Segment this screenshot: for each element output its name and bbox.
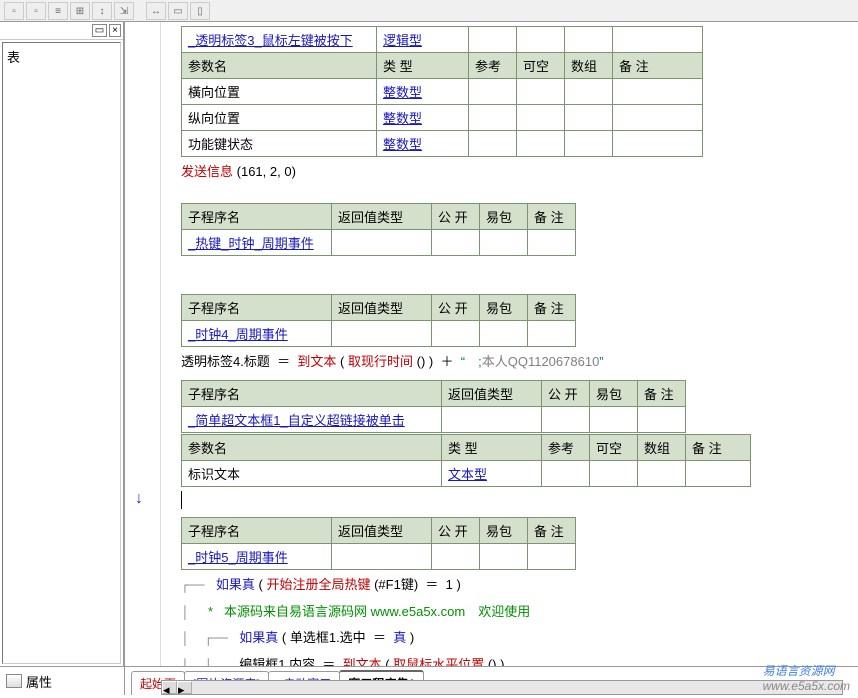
text-cursor — [181, 491, 848, 509]
tool-btn[interactable]: ↕ — [92, 2, 112, 20]
col-header: 参考 — [469, 53, 517, 79]
col-header: 易包 — [590, 381, 638, 407]
sub-table: 子程序名 返回值类型 公 开 易包 备 注 _简单超文本框1_自定义超链接被单击 — [181, 380, 686, 433]
left-panel: ▭ × 表 — [0, 22, 125, 666]
sub-row: _简单超文本框1_自定义超链接被单击 — [182, 407, 686, 433]
properties-label: 属性 — [26, 672, 52, 691]
code-line: 透明标签4.标题 ＝ 到文本 ( 取现行时间 () ) ＋ “ ;本人QQ112… — [181, 349, 848, 375]
code-area[interactable]: _透明标签3_鼠标左键被按下 逻辑型 参数名 类 型 参考 可空 数组 备 注 … — [161, 22, 858, 666]
panel-content: 表 — [2, 42, 121, 664]
param-row: 功能键状态 整数型 — [182, 131, 703, 157]
tree-fragment: 表 — [7, 47, 116, 66]
col-header: 子程序名 — [182, 294, 332, 320]
type-link[interactable]: 逻辑型 — [383, 33, 422, 48]
col-header: 子程序名 — [182, 518, 332, 544]
col-header: 数组 — [638, 435, 686, 461]
scroll-left-btn[interactable]: ◂ — [162, 681, 177, 694]
code-line: │ │ 编辑框1.内容 ＝ 到文本 ( 取鼠标水平位置 () ) — [181, 652, 848, 667]
scroll-right-btn[interactable]: ▸ — [177, 681, 192, 694]
col-header: 子程序名 — [182, 381, 442, 407]
col-header: 备 注 — [528, 518, 576, 544]
col-header: 备 注 — [613, 53, 703, 79]
type-link[interactable]: 整数型 — [383, 137, 422, 152]
watermark: 易语言资源网 www.e5a5x.com — [763, 662, 850, 693]
sub-table: 子程序名 返回值类型 公 开 易包 备 注 _热键_时钟_周期事件 — [181, 203, 576, 256]
scroll-track[interactable] — [192, 681, 842, 694]
code-line: 发送信息 (161, 2, 0) — [181, 159, 848, 185]
main-area: ▭ × 表 ↓ _透明标签3_鼠标左键被按下 逻辑型 参数名 类 型 参考 可空… — [0, 22, 858, 666]
col-header: 备 注 — [528, 294, 576, 320]
col-header: 公 开 — [432, 203, 480, 229]
col-header: 备 注 — [686, 435, 751, 461]
tool-btn[interactable]: ↔ — [146, 2, 166, 20]
type-link[interactable]: 文本型 — [448, 467, 487, 482]
type-link[interactable]: 整数型 — [383, 85, 422, 100]
tool-btn[interactable]: ▫ — [26, 2, 46, 20]
toolbar: ▫ ▫ ≡ ⊞ ↕ ⇲ ↔ ▭ ▯ — [0, 0, 858, 22]
properties-icon — [6, 674, 22, 688]
properties-button[interactable]: 属性 — [0, 667, 125, 695]
horizontal-scrollbar[interactable]: ◂ ▸ — [161, 680, 843, 695]
col-header: 返回值类型 — [442, 381, 542, 407]
sub-table: 子程序名 返回值类型 公 开 易包 备 注 _时钟4_周期事件 — [181, 294, 576, 347]
col-header: 返回值类型 — [332, 518, 432, 544]
close-icon[interactable]: × — [109, 24, 121, 37]
tool-btn[interactable]: ⇲ — [114, 2, 134, 20]
code-line: ┌── 如果真 ( 开始注册全局热键 (#F1键) ＝ 1 ) — [181, 572, 848, 599]
col-header: 备 注 — [528, 203, 576, 229]
sub-table: _透明标签3_鼠标左键被按下 逻辑型 参数名 类 型 参考 可空 数组 备 注 … — [181, 26, 703, 157]
param-row: 纵向位置 整数型 — [182, 105, 703, 131]
tool-btn[interactable]: ▭ — [168, 2, 188, 20]
sub-name-link[interactable]: _透明标签3_鼠标左键被按下 — [188, 33, 353, 48]
tool-btn[interactable]: ≡ — [48, 2, 68, 20]
col-header: 子程序名 — [182, 203, 332, 229]
col-header: 公 开 — [542, 381, 590, 407]
col-header: 可空 — [517, 53, 565, 79]
panel-header: ▭ × — [0, 22, 123, 40]
sub-name-link[interactable]: _热键_时钟_周期事件 — [188, 236, 314, 251]
col-header: 备 注 — [638, 381, 686, 407]
col-header: 易包 — [480, 294, 528, 320]
tool-btn[interactable]: ⊞ — [70, 2, 90, 20]
type-link[interactable]: 整数型 — [383, 111, 422, 126]
sub-row: _时钟5_周期事件 — [182, 544, 576, 570]
sub-name-link[interactable]: _简单超文本框1_自定义超链接被单击 — [188, 413, 405, 428]
col-header: 类 型 — [442, 435, 542, 461]
col-header: 返回值类型 — [332, 294, 432, 320]
col-header: 公 开 — [432, 294, 480, 320]
col-header: 参考 — [542, 435, 590, 461]
code-line: │ ┌── 如果真 ( 单选框1.选中 ＝ 真 ) — [181, 625, 848, 652]
col-header: 数组 — [565, 53, 613, 79]
col-header: 易包 — [480, 518, 528, 544]
param-table: 参数名 类 型 参考 可空 数组 备 注 标识文本 文本型 — [181, 434, 751, 487]
param-row: 标识文本 文本型 — [182, 461, 751, 487]
sub-row: _热键_时钟_周期事件 — [182, 229, 576, 255]
col-header: 参数名 — [182, 53, 377, 79]
arrow-icon: ↓ — [135, 490, 143, 508]
sub-table: 子程序名 返回值类型 公 开 易包 备 注 _时钟5_周期事件 — [181, 517, 576, 570]
tool-btn[interactable]: ▫ — [4, 2, 24, 20]
gutter: ↓ — [125, 22, 161, 666]
sub-row: _时钟4_周期事件 — [182, 320, 576, 346]
sub-name-link[interactable]: _时钟5_周期事件 — [188, 550, 288, 565]
col-header: 返回值类型 — [332, 203, 432, 229]
col-header: 类 型 — [377, 53, 469, 79]
col-header: 参数名 — [182, 435, 442, 461]
col-header: 易包 — [480, 203, 528, 229]
sub-name-link[interactable]: _时钟4_周期事件 — [188, 327, 288, 342]
col-header: 可空 — [590, 435, 638, 461]
param-row: 橫向位置 整数型 — [182, 79, 703, 105]
tool-btn[interactable]: ▯ — [190, 2, 210, 20]
minimize-icon[interactable]: ▭ — [92, 24, 107, 37]
code-line: │ * 本源码来自易语言源码网 www.e5a5x.com 欢迎使用 — [181, 599, 848, 626]
col-header: 公 开 — [432, 518, 480, 544]
